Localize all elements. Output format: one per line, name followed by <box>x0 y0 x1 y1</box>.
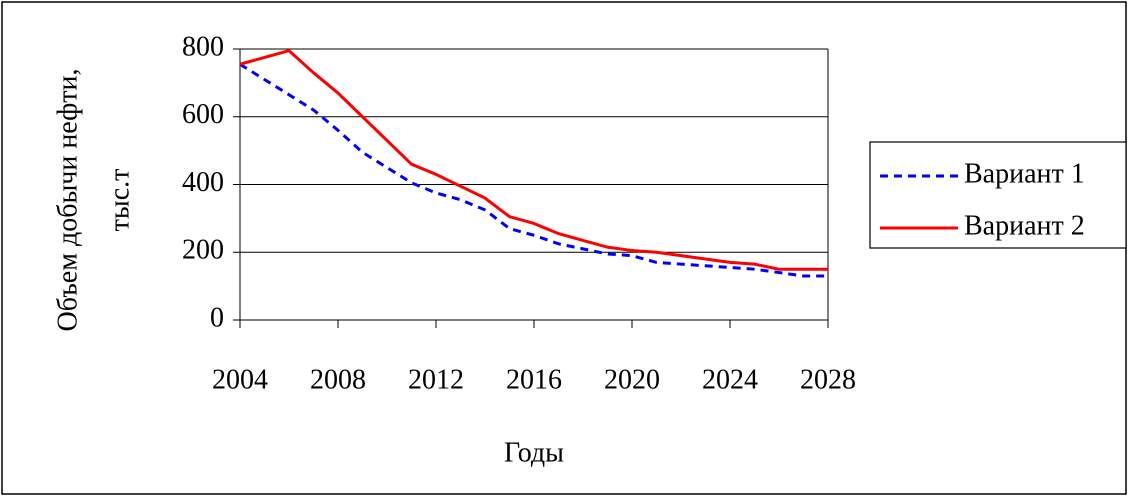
legend-label: Вариант 2 <box>964 210 1085 241</box>
x-tick-label: 2004 <box>212 364 268 395</box>
legend-box <box>869 141 1127 249</box>
x-tick-label: 2020 <box>604 364 660 395</box>
series-line <box>239 62 828 278</box>
x-tick-label: 2012 <box>408 364 464 395</box>
x-tick-label: 2016 <box>506 364 562 395</box>
series-line <box>239 49 828 271</box>
y-tick-label: 0 <box>210 302 224 333</box>
x-axis-label: Годы <box>504 437 564 468</box>
y-tick-label: 800 <box>182 31 224 62</box>
x-tick-label: 2008 <box>310 364 366 395</box>
x-tick-label: 2024 <box>702 364 758 395</box>
y-axis-label: Объем добычи нефти, тыс.т <box>52 69 135 332</box>
x-tick-label: 2028 <box>800 364 856 395</box>
y-axis-label-line: тыс.т <box>104 169 135 232</box>
y-tick-label: 400 <box>182 167 224 198</box>
y-tick-label: 200 <box>182 235 224 266</box>
y-axis-label-line: Объем добычи нефти, <box>52 69 83 332</box>
y-tick-label: 600 <box>182 99 224 130</box>
legend-label: Вариант 1 <box>964 158 1085 189</box>
